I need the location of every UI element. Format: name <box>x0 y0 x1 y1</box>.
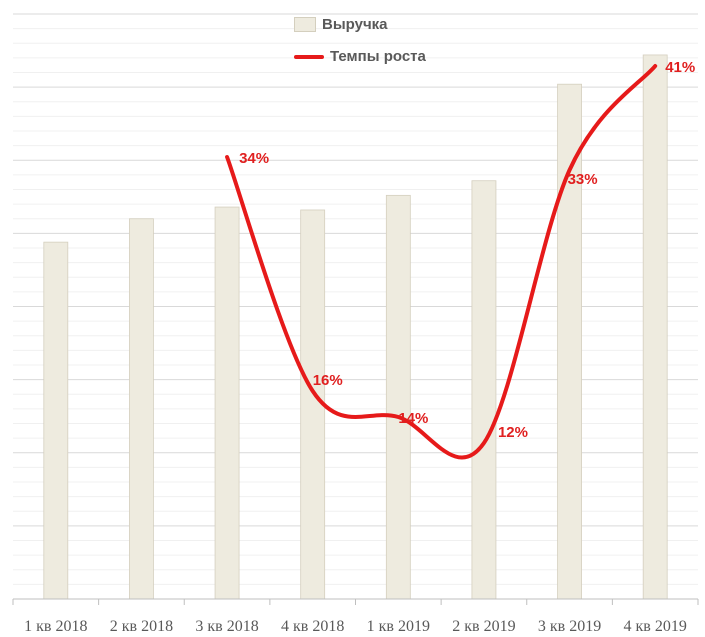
x-tick-label: 4 кв 2019 <box>624 618 687 635</box>
x-tick-label: 2 кв 2019 <box>452 618 515 635</box>
growth-rate-label: 12% <box>498 424 528 441</box>
revenue-bars <box>43 54 668 600</box>
x-tick-label: 4 кв 2018 <box>281 618 344 635</box>
revenue-bar <box>471 180 497 600</box>
revenue-bar <box>129 218 154 600</box>
x-axis-ticks: 1 кв 2018 2 кв 2018 3 кв 2018 4 кв 2018 1 кв… <box>12 599 699 635</box>
x-tick-label: 3 кв 2019 <box>538 618 601 635</box>
revenue-bar <box>557 83 582 600</box>
legend-swatch-revenue <box>294 17 316 32</box>
growth-rate-label: 14% <box>398 410 428 427</box>
revenue-bar <box>642 54 668 600</box>
legend-swatch-growth <box>294 54 324 59</box>
revenue-bar <box>300 209 326 600</box>
growth-rate-label: 41% <box>665 59 695 76</box>
legend-item-growth: Темпы роста <box>294 48 426 65</box>
legend-label-growth: Темпы роста <box>330 48 426 65</box>
legend-item-revenue: Выручка <box>294 16 388 33</box>
revenue-bar <box>43 241 69 600</box>
growth-rate-labels: 34% 16% 14% 12% 33% 41% <box>239 59 695 441</box>
x-tick-label: 2 кв 2018 <box>110 618 173 635</box>
growth-rate-label: 33% <box>568 171 598 188</box>
x-tick-label: 1 кв 2019 <box>367 618 430 635</box>
revenue-bar <box>214 206 240 600</box>
growth-rate-label: 34% <box>239 150 269 167</box>
legend-label-revenue: Выручка <box>322 16 388 33</box>
revenue-bar <box>385 194 411 600</box>
x-tick-label: 1 кв 2018 <box>24 618 87 635</box>
gridlines <box>13 13 698 585</box>
growth-rate-line <box>225 64 658 460</box>
x-tick-label: 3 кв 2018 <box>195 618 258 635</box>
growth-rate-label: 16% <box>313 372 343 389</box>
